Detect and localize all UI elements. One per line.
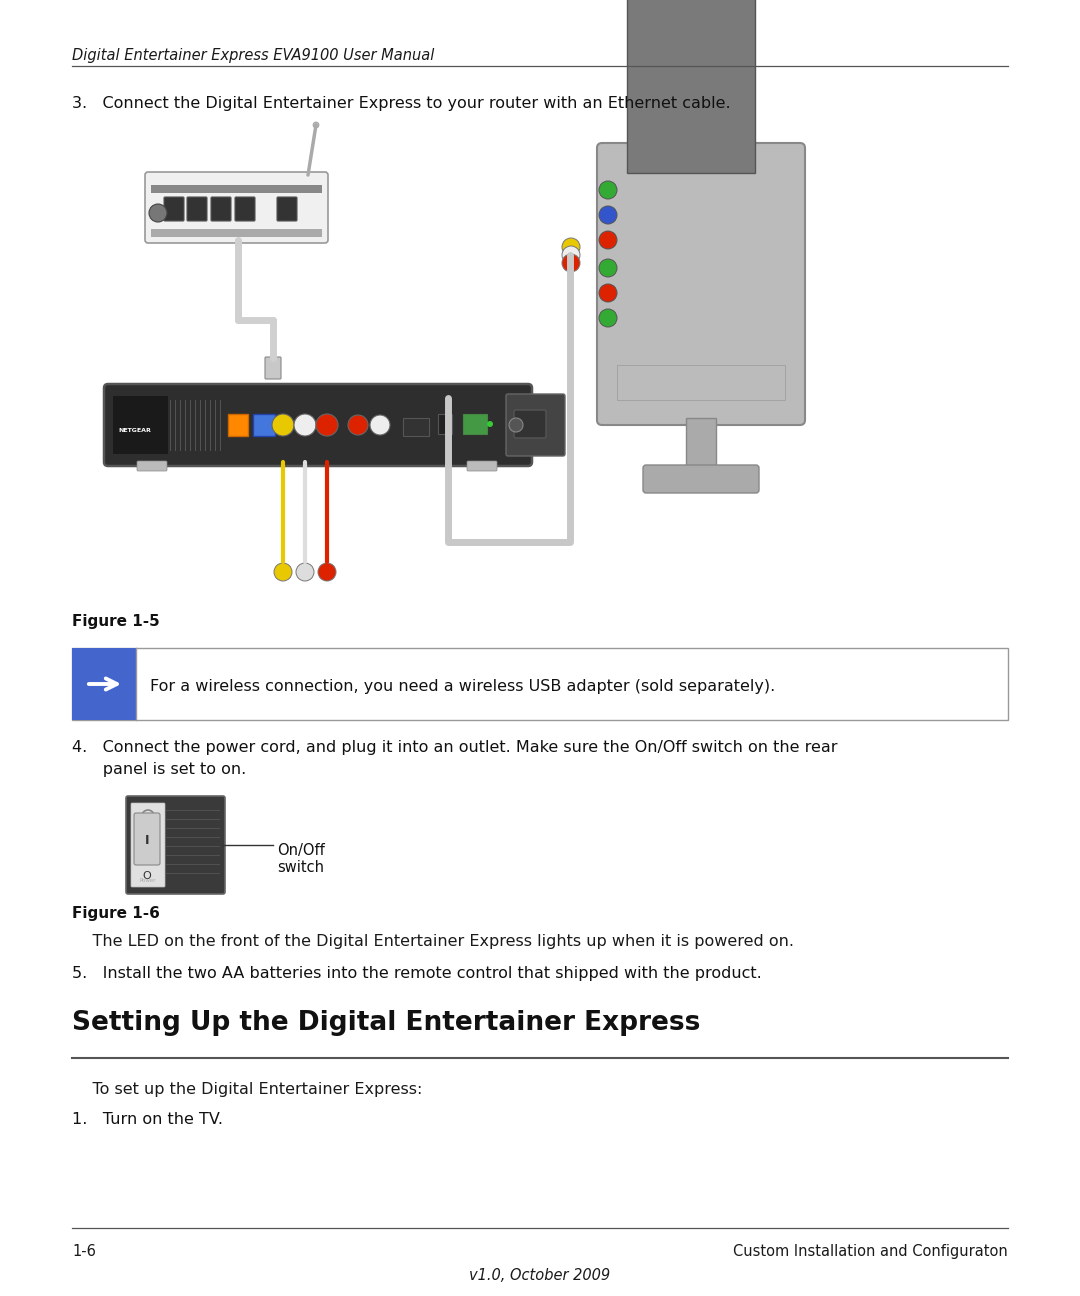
Text: 3.   Connect the Digital Entertainer Express to your router with an Ethernet cab: 3. Connect the Digital Entertainer Expre… — [72, 96, 731, 111]
Circle shape — [599, 206, 617, 224]
FancyBboxPatch shape — [643, 465, 759, 492]
Text: For a wireless connection, you need a wireless USB adapter (sold separately).: For a wireless connection, you need a wi… — [150, 679, 775, 693]
Bar — [463, 413, 487, 434]
Text: Setting Up the Digital Entertainer Express: Setting Up the Digital Entertainer Expre… — [72, 1010, 700, 1036]
Text: To set up the Digital Entertainer Express:: To set up the Digital Entertainer Expres… — [72, 1082, 422, 1096]
Circle shape — [599, 284, 617, 302]
Bar — [132, 804, 164, 886]
FancyBboxPatch shape — [514, 410, 546, 438]
FancyBboxPatch shape — [211, 197, 231, 222]
Circle shape — [599, 181, 617, 200]
Circle shape — [313, 122, 319, 128]
Bar — [403, 419, 429, 435]
FancyBboxPatch shape — [145, 172, 328, 244]
Circle shape — [318, 562, 336, 581]
Circle shape — [562, 246, 580, 264]
Text: O: O — [143, 871, 151, 881]
Text: On/Off
switch: On/Off switch — [276, 842, 325, 875]
Text: Figure 1-5: Figure 1-5 — [72, 614, 160, 629]
Circle shape — [562, 238, 580, 257]
Bar — [151, 185, 322, 193]
FancyBboxPatch shape — [137, 461, 167, 470]
Bar — [228, 413, 248, 435]
FancyBboxPatch shape — [104, 384, 532, 467]
Circle shape — [599, 259, 617, 277]
Circle shape — [149, 203, 167, 222]
FancyBboxPatch shape — [235, 197, 255, 222]
Circle shape — [316, 413, 338, 435]
Bar — [253, 413, 275, 435]
Bar — [72, 648, 1008, 721]
Circle shape — [296, 562, 314, 581]
Text: The LED on the front of the Digital Entertainer Express lights up when it is pow: The LED on the front of the Digital Ente… — [72, 934, 794, 949]
Circle shape — [562, 254, 580, 272]
Bar — [686, 419, 716, 470]
Circle shape — [272, 413, 294, 435]
Bar — [617, 365, 785, 400]
Circle shape — [348, 415, 368, 435]
Text: 5.   Install the two AA batteries into the remote control that shipped with the : 5. Install the two AA batteries into the… — [72, 966, 761, 981]
Bar — [151, 229, 322, 237]
Bar — [113, 397, 168, 454]
Circle shape — [509, 419, 523, 432]
FancyBboxPatch shape — [507, 394, 565, 456]
Circle shape — [599, 231, 617, 249]
Circle shape — [370, 415, 390, 435]
FancyBboxPatch shape — [164, 197, 184, 222]
FancyBboxPatch shape — [597, 143, 805, 425]
Text: Custom Installation and Configuraton: Custom Installation and Configuraton — [733, 1244, 1008, 1258]
FancyBboxPatch shape — [467, 461, 497, 470]
FancyBboxPatch shape — [126, 796, 225, 894]
Text: 4.   Connect the power cord, and plug it into an outlet. Make sure the On/Off sw: 4. Connect the power cord, and plug it i… — [72, 740, 837, 756]
FancyBboxPatch shape — [134, 813, 160, 864]
Bar — [438, 413, 453, 434]
Text: 1-6: 1-6 — [72, 1244, 96, 1258]
Text: I: I — [145, 833, 149, 846]
Circle shape — [599, 308, 617, 327]
Bar — [72, 648, 136, 721]
Text: Figure 1-6: Figure 1-6 — [72, 906, 160, 921]
Circle shape — [487, 421, 492, 426]
Circle shape — [294, 413, 316, 435]
FancyBboxPatch shape — [276, 197, 297, 222]
Text: panel is set to on.: panel is set to on. — [72, 762, 246, 778]
FancyBboxPatch shape — [131, 804, 165, 886]
Text: Power: Power — [139, 877, 157, 883]
Text: 1.   Turn on the TV.: 1. Turn on the TV. — [72, 1112, 222, 1128]
Circle shape — [274, 562, 292, 581]
FancyBboxPatch shape — [187, 197, 207, 222]
Text: v1.0, October 2009: v1.0, October 2009 — [470, 1267, 610, 1283]
Text: NETGEAR: NETGEAR — [118, 428, 151, 433]
Text: Digital Entertainer Express EVA9100 User Manual: Digital Entertainer Express EVA9100 User… — [72, 48, 434, 64]
Bar — [627, 0, 755, 172]
FancyBboxPatch shape — [265, 356, 281, 378]
